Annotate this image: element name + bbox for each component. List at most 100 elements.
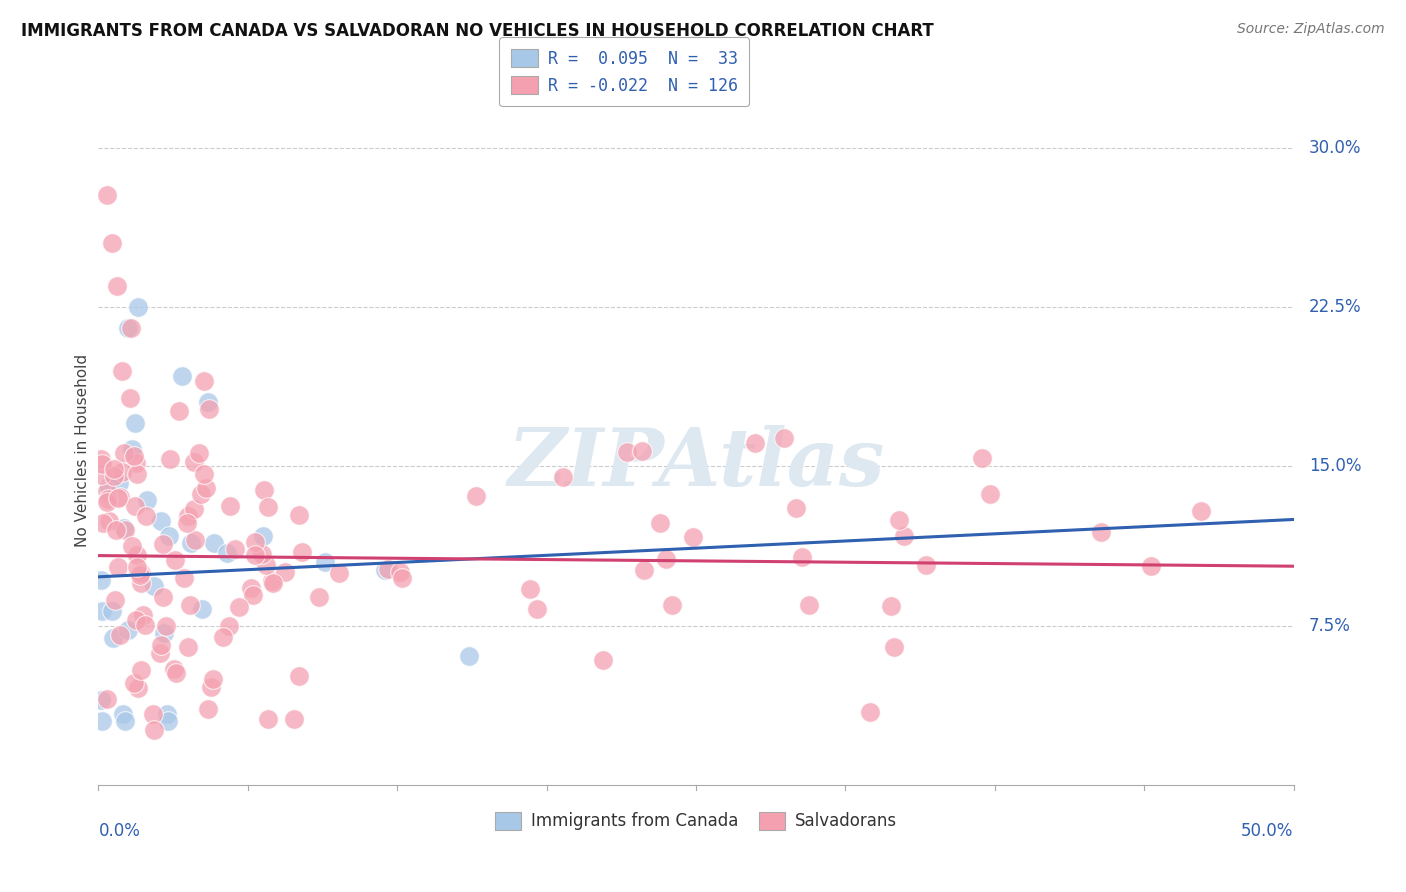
Point xyxy=(183,501,205,516)
Point xyxy=(377,562,399,576)
Point xyxy=(172,369,194,384)
Point xyxy=(592,653,614,667)
Point xyxy=(526,602,548,616)
Point xyxy=(90,467,112,482)
Point xyxy=(155,618,177,632)
Point xyxy=(257,713,280,727)
Point xyxy=(90,714,112,729)
Point xyxy=(101,631,124,645)
Point xyxy=(1090,525,1112,540)
Point xyxy=(129,566,152,580)
Point xyxy=(117,321,139,335)
Point xyxy=(887,513,910,527)
Point xyxy=(253,483,276,497)
Point xyxy=(127,559,149,574)
Point xyxy=(96,494,118,508)
Point xyxy=(283,712,305,726)
Point xyxy=(156,707,179,722)
Point xyxy=(112,521,135,535)
Point xyxy=(212,630,235,644)
Point xyxy=(262,575,284,590)
Point xyxy=(291,545,314,559)
Point xyxy=(136,492,159,507)
Point xyxy=(157,529,180,543)
Point xyxy=(121,442,143,456)
Point xyxy=(122,676,145,690)
Point xyxy=(1189,504,1212,518)
Point xyxy=(101,236,124,251)
Point xyxy=(648,516,671,531)
Point xyxy=(134,617,156,632)
Point xyxy=(97,492,120,507)
Point xyxy=(121,539,143,553)
Point xyxy=(108,476,131,491)
Point xyxy=(129,663,152,677)
Point xyxy=(1140,559,1163,574)
Point xyxy=(124,416,146,430)
Point xyxy=(239,581,262,595)
Point xyxy=(790,549,813,564)
Point xyxy=(90,574,112,588)
Point xyxy=(184,533,207,548)
Point xyxy=(96,484,118,499)
Text: 22.5%: 22.5% xyxy=(1309,298,1361,316)
Point xyxy=(893,529,915,543)
Point xyxy=(90,452,112,467)
Point xyxy=(103,462,125,476)
Point xyxy=(274,565,297,579)
Point xyxy=(103,592,125,607)
Point xyxy=(202,536,225,550)
Point xyxy=(101,604,124,618)
Point xyxy=(224,541,246,556)
Point xyxy=(114,523,136,537)
Point xyxy=(254,558,277,572)
Point xyxy=(125,548,148,562)
Point xyxy=(129,567,152,582)
Point xyxy=(972,450,994,465)
Point xyxy=(96,187,118,202)
Point xyxy=(551,470,574,484)
Point xyxy=(112,707,135,722)
Point xyxy=(880,599,903,614)
Point xyxy=(197,702,219,716)
Point xyxy=(169,403,191,417)
Point xyxy=(256,500,278,514)
Point xyxy=(131,608,153,623)
Point xyxy=(120,321,142,335)
Point xyxy=(191,602,214,616)
Point xyxy=(194,481,217,495)
Point xyxy=(111,364,134,378)
Point xyxy=(112,446,135,460)
Point xyxy=(218,500,240,514)
Point xyxy=(152,590,174,604)
Point xyxy=(108,628,131,642)
Point xyxy=(165,553,187,567)
Point xyxy=(90,692,112,706)
Point xyxy=(105,523,128,537)
Point xyxy=(124,450,146,464)
Point xyxy=(142,579,165,593)
Text: IMMIGRANTS FROM CANADA VS SALVADORAN NO VEHICLES IN HOUSEHOLD CORRELATION CHART: IMMIGRANTS FROM CANADA VS SALVADORAN NO … xyxy=(21,22,934,40)
Point xyxy=(979,487,1001,501)
Point xyxy=(661,599,683,613)
Point xyxy=(193,374,215,388)
Point xyxy=(200,680,222,694)
Point xyxy=(152,536,174,550)
Text: 30.0%: 30.0% xyxy=(1309,139,1361,157)
Point xyxy=(883,640,905,655)
Point xyxy=(799,598,821,612)
Point xyxy=(519,582,541,596)
Point xyxy=(90,604,112,618)
Point xyxy=(124,613,146,627)
Point xyxy=(458,648,481,663)
Point xyxy=(785,501,807,516)
Point xyxy=(773,431,796,445)
Point xyxy=(176,508,198,523)
Point xyxy=(616,445,638,459)
Legend: Immigrants from Canada, Salvadorans: Immigrants from Canada, Salvadorans xyxy=(488,805,904,837)
Point xyxy=(228,600,250,615)
Point xyxy=(260,574,283,588)
Point xyxy=(315,555,337,569)
Point xyxy=(859,706,882,720)
Point xyxy=(159,451,181,466)
